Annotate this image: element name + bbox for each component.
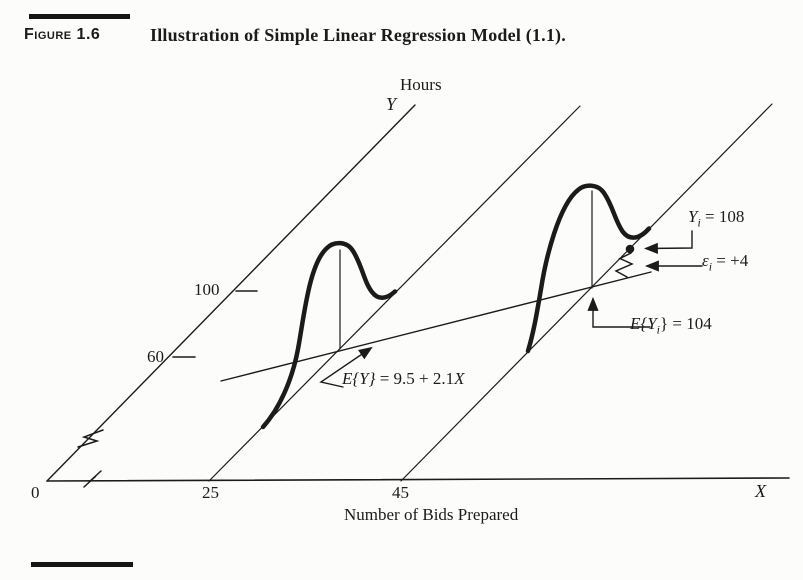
y-axis-letter: Y [386,94,397,114]
origin-label: 0 [31,483,40,502]
observation-label-value: = 108 [700,207,745,226]
x-axis-break-mark [83,470,102,488]
observation-label-sub: i [697,215,701,230]
y-axis-break-mark [77,429,104,448]
figure-title: Illustration of Simple Linear Regression… [150,25,566,45]
mean-label-value: } = 104 [659,314,712,333]
distribution-curve-x45 [525,183,652,354]
regression-equation-label: E{Y} = 9.5 + 2.1X [342,370,465,388]
x-axis-line [46,477,790,482]
observation-label: Yi = 108 [688,207,745,230]
mean-arrow [587,296,651,328]
figure-number-label: Figure 1.6 [24,26,101,43]
error-label: εi = +4 [702,251,749,274]
error-label-value: = +4 [712,251,749,270]
y-axis-line [46,104,416,482]
x-axis-letter: X [755,481,766,501]
y-axis-unit-label: Hours [400,75,442,94]
regression-label-arrow [319,346,373,388]
mean-label: E{Yi} = 104 [630,314,712,337]
error-label-sub: i [708,259,713,274]
x-axis-caption: Number of Bids Prepared [344,505,519,524]
observation-point [625,244,635,254]
x-tick-label-25: 25 [202,483,219,502]
distribution-curve-x25 [260,240,398,430]
bottom-rule [31,562,133,567]
error-gap-squiggle [614,252,634,278]
error-label-var: ε [702,251,709,270]
x-tick-label-45: 45 [392,483,409,502]
mean-label-var: Y [647,314,657,333]
mean-label-pre: E{ [630,314,648,333]
regression-label-function: E{Y} [342,369,376,388]
slice-line-x45 [400,103,773,482]
y-tick-label-100: 100 [194,280,220,299]
observation-label-var: Y [688,207,698,226]
regression-line [220,271,652,382]
top-rule [29,14,130,19]
regression-label-equation: = 9.5 + 2.1 [375,369,455,388]
regression-label-variable: X [454,369,465,388]
observation-arrow [643,230,693,254]
mean-label-sub: i [656,322,660,337]
y-tick-label-60: 60 [147,347,164,366]
